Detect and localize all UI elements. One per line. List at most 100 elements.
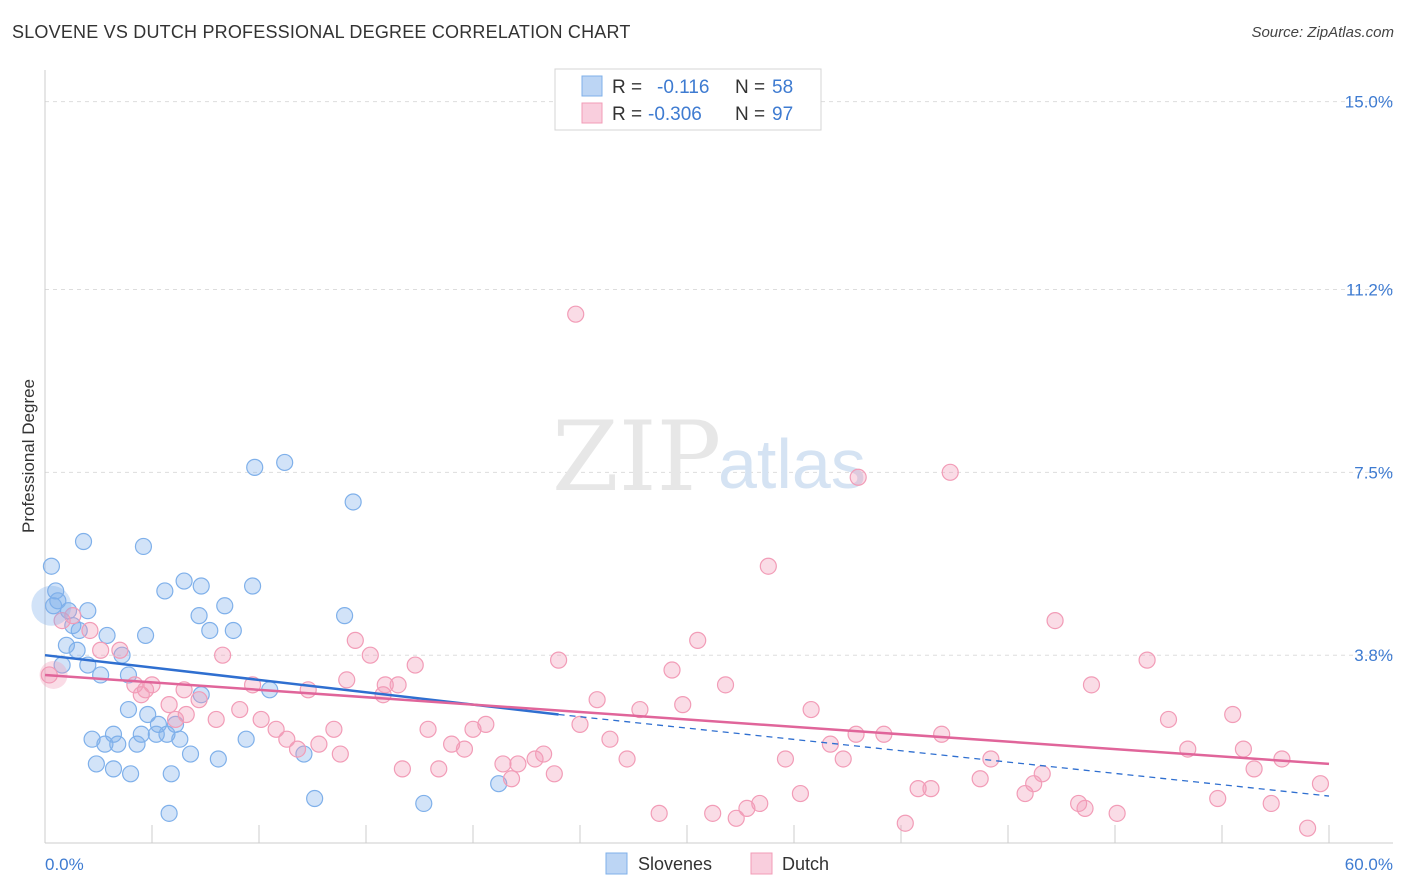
point-slovenes-50 [87, 755, 105, 773]
y-tick-label-1: 7.5% [1354, 463, 1393, 482]
point-dutch-23 [310, 735, 328, 753]
point-slovenes-22 [190, 607, 208, 625]
point-slovenes-53 [162, 765, 180, 783]
point-slovenes-34 [139, 705, 157, 724]
point-dutch-62 [776, 750, 795, 768]
point-dutch-86 [1159, 710, 1178, 729]
point-dutch-46 [549, 651, 568, 669]
point-dutch-27 [346, 631, 364, 649]
point-dutch-92 [1262, 794, 1280, 813]
point-slovenes-27 [336, 607, 354, 625]
point-dutch-1 [53, 611, 71, 630]
point-dutch-28 [361, 646, 379, 664]
point-dutch-66 [834, 750, 852, 768]
point-dutch-11 [166, 710, 185, 729]
point-dutch-74 [941, 463, 959, 481]
point-dutch-95 [1311, 775, 1330, 793]
point-slovenes-0 [42, 557, 61, 575]
x-tick-label-1: 60.0% [1345, 855, 1393, 874]
gridlines [45, 101, 1393, 656]
point-slovenes-54 [306, 789, 324, 808]
point-dutch-88 [1209, 789, 1227, 808]
point-dutch-90 [1234, 740, 1253, 758]
point-dutch-63 [791, 784, 810, 803]
point-dutch-34 [419, 720, 437, 738]
point-dutch-89 [1224, 705, 1242, 724]
legend-n-label-1: N = [735, 77, 765, 98]
point-slovenes-33 [119, 700, 138, 719]
point-slovenes-42 [132, 725, 150, 743]
point-slovenes-6 [79, 602, 97, 620]
legend-n-value-2: 97 [772, 104, 793, 125]
point-dutch-3 [81, 621, 99, 640]
point-dutch-91 [1245, 760, 1263, 778]
point-slovenes-39 [96, 735, 114, 753]
watermark-zip: ZIP [552, 401, 721, 513]
point-dutch-83 [1082, 676, 1101, 694]
point-dutch-61 [759, 557, 777, 575]
point-dutch-68 [849, 468, 867, 486]
point-slovenes-cluster [31, 585, 72, 626]
point-slovenes-8 [57, 636, 76, 654]
point-slovenes-52 [122, 765, 140, 783]
point-dutch-26 [338, 671, 356, 689]
point-dutch-45 [545, 765, 563, 783]
point-dutch-84 [1108, 804, 1126, 822]
point-dutch-44 [535, 745, 553, 763]
trend-lines [44, 653, 1330, 797]
point-slovenes-14 [92, 666, 110, 684]
bottom-legend-dutch: Dutch [782, 854, 829, 874]
point-dutch-94 [1298, 819, 1317, 837]
point-dutch-80 [1046, 611, 1064, 630]
point-dutch-54 [674, 696, 692, 714]
point-slovenes-56 [490, 775, 508, 793]
point-dutch-60 [751, 794, 769, 813]
y-tick-labels: 3.8% 7.5% 11.2% 15.0% [1345, 93, 1393, 666]
source-label: Source: ZipAtlas.com [1251, 24, 1394, 41]
legend-n-value-1: 58 [772, 77, 793, 98]
point-dutch-39 [477, 715, 495, 733]
point-slovenes-23 [216, 597, 234, 615]
point-dutch-21 [288, 740, 307, 758]
trend-line-dutch [44, 673, 1330, 766]
point-slovenes-18 [156, 582, 174, 600]
point-dutch-70 [896, 814, 914, 832]
point-dutch-73 [933, 725, 951, 743]
legend-r-value-1: -0.116 [657, 77, 709, 98]
point-dutch-50 [618, 750, 636, 768]
point-dutch-37 [455, 740, 474, 758]
point-dutch-31 [389, 676, 407, 694]
point-slovenes-57 [160, 804, 178, 822]
point-dutch-15 [214, 646, 232, 664]
point-dutch-52 [650, 804, 668, 822]
point-dutch-5 [111, 641, 129, 659]
bottom-legend: Slovenes Dutch [605, 852, 829, 875]
point-slovenes-15 [119, 666, 138, 684]
point-dutch-65 [821, 735, 839, 753]
trend-line-slovenes-extension [558, 713, 1330, 797]
point-dutch-20 [278, 730, 296, 748]
chart-title: SLOVENE VS DUTCH PROFESSIONAL DEGREE COR… [12, 22, 631, 42]
point-slovenes-30 [344, 493, 362, 511]
legend-n-label-2: N = [735, 104, 765, 125]
point-slovenes-40 [109, 735, 127, 753]
point-slovenes-29 [276, 453, 294, 472]
point-slovenes-48 [237, 730, 255, 748]
point-dutch-16 [231, 700, 249, 719]
point-dutch-9 [143, 676, 161, 694]
point-dutch-64 [802, 700, 820, 719]
bottom-legend-slovenes: Slovenes [638, 854, 712, 874]
point-dutch-56 [704, 804, 722, 822]
data-points [31, 305, 1330, 837]
point-dutch-10 [160, 696, 178, 714]
point-dutch-72 [922, 780, 940, 798]
point-dutch-57 [716, 676, 735, 694]
legend-r-label-2: R = [612, 104, 642, 125]
watermark: ZIP atlas [552, 401, 866, 513]
point-dutch-55 [689, 631, 707, 649]
point-dutch-93 [1273, 750, 1291, 768]
legend: R = -0.116 N = 58 R = -0.306 N = 97 [554, 68, 822, 131]
point-slovenes-3 [49, 592, 67, 610]
point-dutch-48 [588, 691, 606, 709]
